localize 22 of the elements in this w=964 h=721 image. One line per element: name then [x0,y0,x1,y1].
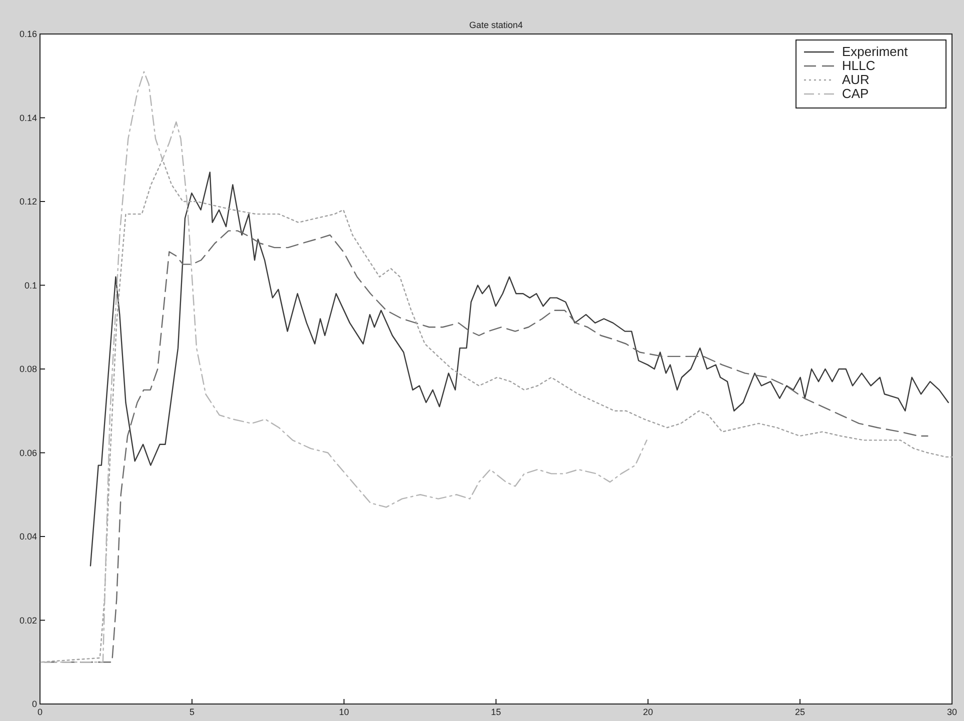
y-tick-label: 0.08 [19,364,37,374]
y-tick-label: 0.1 [24,280,37,290]
x-tick-label: 30 [946,707,958,717]
x-tick-label: 25 [794,707,806,717]
line-series [90,172,949,566]
y-tick-label: 0.06 [19,448,37,458]
legend-label: AUR [842,72,870,87]
line-series [39,71,648,663]
y-tick-label: 0.02 [19,615,37,626]
x-tick-label: 20 [642,707,654,717]
x-tick-label: 15 [490,707,502,717]
x-tick-label: 10 [338,707,350,717]
legend-label: HLLC [842,58,876,73]
chart-title: Gate station4 [469,20,523,30]
y-tick-label: 0 [32,699,37,709]
y-tick-label: 0.04 [19,532,37,542]
legend-label: Experiment [842,44,908,59]
y-tick-label: 0.12 [19,196,37,206]
y-tick-label: 0.14 [19,112,37,123]
x-tick-label: 5 [189,707,195,717]
legend-label: CAP [842,86,869,101]
y-tick-label: 0.16 [19,29,37,39]
